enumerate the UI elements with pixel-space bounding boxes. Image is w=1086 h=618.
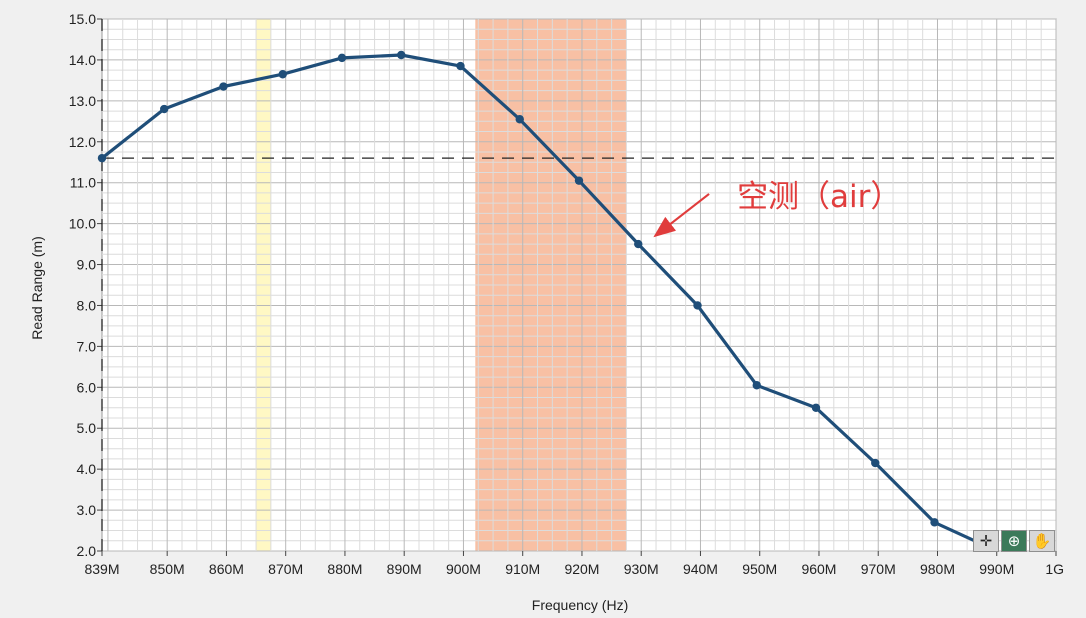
x-tick-label: 980M (920, 561, 955, 577)
annotation-label: 空测（air） (737, 179, 901, 215)
data-point (397, 50, 406, 60)
zoom-tool-button[interactable]: ⊕ (1001, 530, 1027, 552)
y-tick-label: 7.0 (77, 338, 97, 354)
x-tick-label: 880M (327, 561, 362, 577)
y-tick-label: 9.0 (77, 257, 97, 273)
y-tick-label: 11.0 (70, 175, 96, 191)
zoom-icon: ⊕ (1007, 532, 1021, 550)
y-tick-label: 14.0 (69, 52, 96, 68)
x-tick-label: 950M (742, 561, 777, 577)
x-tick-label: 839M (84, 561, 119, 577)
x-tick-label: 960M (801, 561, 836, 577)
series-line (101, 53, 980, 545)
data-point (871, 458, 880, 468)
data-point (337, 53, 347, 63)
data-point (752, 381, 761, 390)
y-tick-label: 10.0 (69, 216, 96, 232)
data-point (515, 115, 524, 124)
y-tick-label: 13.0 (69, 93, 96, 109)
x-tick-label: 900M (446, 561, 481, 577)
x-tick-label: 990M (979, 561, 1014, 577)
y-tick-label: 6.0 (77, 379, 97, 395)
data-point (219, 82, 228, 91)
y-tick-label: 5.0 (77, 420, 97, 436)
y-axis-title: Read Range (m) (29, 236, 45, 340)
x-tick-label: 930M (624, 561, 659, 577)
x-axis-title: Frequency (Hz) (532, 597, 628, 613)
x-tick-label: 940M (683, 561, 718, 577)
data-point (574, 176, 584, 185)
x-tick-label: 920M (564, 561, 599, 577)
y-tick-label: 8.0 (77, 297, 97, 313)
y-tick-label: 2.0 (77, 543, 97, 559)
cursor-tool-button[interactable]: ✛ (973, 530, 999, 552)
graph-palette: ✛ ⊕ ✋ (973, 530, 1055, 552)
y-tick-label: 4.0 (77, 461, 97, 477)
data-point (278, 70, 287, 79)
crosshair-icon: ✛ (979, 532, 993, 550)
hand-icon: ✋ (1032, 532, 1052, 550)
grid-lines (102, 18, 1057, 552)
x-tick-label: 910M (505, 561, 540, 577)
annotation-arrow (653, 193, 710, 238)
data-point (97, 153, 107, 163)
data-point (160, 104, 169, 114)
x-tick-label: 850M (150, 561, 185, 577)
x-tick-label: 860M (209, 561, 244, 577)
data-point (456, 61, 465, 71)
data-point (693, 301, 702, 310)
x-tick-label: 890M (387, 561, 422, 577)
x-tick-label: 1G (1045, 561, 1064, 577)
pan-tool-button[interactable]: ✋ (1029, 530, 1055, 552)
y-tick-label: 3.0 (77, 502, 97, 518)
x-tick-label: 870M (268, 561, 303, 577)
x-tick-label: 970M (861, 561, 896, 577)
y-tick-label: 15.0 (69, 11, 96, 27)
data-point (811, 403, 821, 412)
data-point (634, 239, 643, 249)
y-tick-label: 12.0 (69, 134, 96, 150)
data-point (930, 518, 939, 527)
